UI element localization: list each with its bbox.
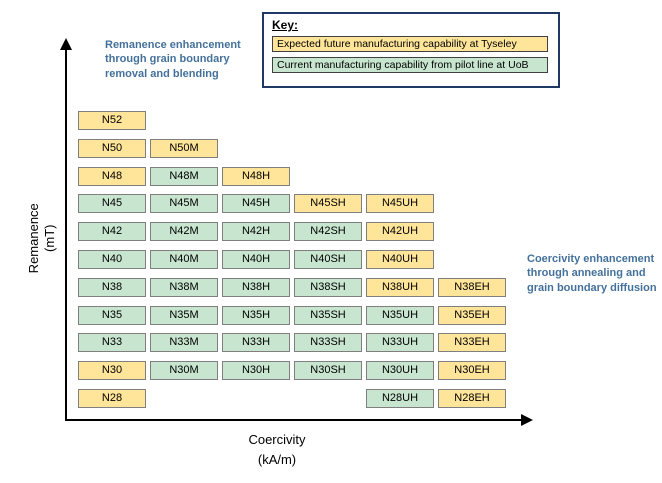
grade-cell-N45: N45: [78, 194, 146, 213]
legend-title: Key:: [272, 18, 299, 32]
y-axis-label: Remanence (mT): [26, 158, 59, 318]
grade-cell-N40M: N40M: [150, 250, 218, 269]
grade-cell-N30UH: N30UH: [366, 361, 434, 380]
grade-cell-N35M: N35M: [150, 306, 218, 325]
coercivity-enhancement-annotation: Coercivity enhancement through annealing…: [527, 253, 657, 294]
grade-cell-N38UH: N38UH: [366, 278, 434, 297]
grade-cell-N28UH: N28UH: [366, 389, 434, 408]
grade-cell-N35UH: N35UH: [366, 306, 434, 325]
grade-cell-N33UH: N33UH: [366, 333, 434, 352]
grade-cell-N30M: N30M: [150, 361, 218, 380]
grade-cell-N45UH: N45UH: [366, 194, 434, 213]
y-axis-arrow-icon: [60, 38, 72, 50]
grade-cell-N33M: N33M: [150, 333, 218, 352]
x-axis-label-line1: Coercivity: [248, 432, 306, 447]
grade-cell-N50: N50: [78, 139, 146, 158]
grade-cell-N40UH: N40UH: [366, 250, 434, 269]
grade-cell-N28: N28: [78, 389, 146, 408]
grade-cell-N42: N42: [78, 222, 146, 241]
legend-key-box: Key: Expected future manufacturing capab…: [262, 12, 560, 88]
x-axis-label-line2: (kA/m): [257, 451, 297, 467]
grade-cell-N40: N40: [78, 250, 146, 269]
grade-cell-N28EH: N28EH: [438, 389, 506, 408]
grade-cell-N45SH: N45SH: [294, 194, 362, 213]
grade-cell-N30EH: N30EH: [438, 361, 506, 380]
grade-cell-N48: N48: [78, 167, 146, 186]
grade-cell-N45H: N45H: [222, 194, 290, 213]
x-axis-arrow-icon: [521, 414, 533, 426]
grade-cell-N52: N52: [78, 111, 146, 130]
grade-cell-N42UH: N42UH: [366, 222, 434, 241]
grade-cell-N38SH: N38SH: [294, 278, 362, 297]
grade-cell-N30H: N30H: [222, 361, 290, 380]
grade-cell-N35SH: N35SH: [294, 306, 362, 325]
grade-cell-N42M: N42M: [150, 222, 218, 241]
grade-cell-N38H: N38H: [222, 278, 290, 297]
grade-cell-N45M: N45M: [150, 194, 218, 213]
grade-cell-N48M: N48M: [150, 167, 218, 186]
legend-item-current: Current manufacturing capability from pi…: [272, 57, 548, 73]
grade-cell-N30SH: N30SH: [294, 361, 362, 380]
grade-cell-N30: N30: [78, 361, 146, 380]
grade-cell-N35H: N35H: [222, 306, 290, 325]
y-axis-label-line2: (mT): [42, 224, 57, 252]
grade-cell-N40H: N40H: [222, 250, 290, 269]
grade-cell-N42SH: N42SH: [294, 222, 362, 241]
grade-cell-N38M: N38M: [150, 278, 218, 297]
y-axis-label-line1: Remanence: [25, 203, 41, 274]
grade-cell-N42H: N42H: [222, 222, 290, 241]
x-axis-label: Coercivity (kA/m): [177, 430, 377, 469]
grade-cell-N50M: N50M: [150, 139, 218, 158]
grade-cell-N40SH: N40SH: [294, 250, 362, 269]
grade-cell-N38EH: N38EH: [438, 278, 506, 297]
grade-cell-N48H: N48H: [222, 167, 290, 186]
grade-cell-N35: N35: [78, 306, 146, 325]
grade-cell-N33SH: N33SH: [294, 333, 362, 352]
legend-item-future: Expected future manufacturing capability…: [272, 36, 548, 52]
grade-cell-N35EH: N35EH: [438, 306, 506, 325]
grade-cell-N33EH: N33EH: [438, 333, 506, 352]
remanence-enhancement-annotation: Remanence enhancement through grain boun…: [105, 39, 241, 80]
grade-cell-N38: N38: [78, 278, 146, 297]
x-axis-line: [65, 419, 523, 421]
y-axis-line: [65, 50, 67, 421]
grade-cell-N33H: N33H: [222, 333, 290, 352]
grade-cell-N33: N33: [78, 333, 146, 352]
